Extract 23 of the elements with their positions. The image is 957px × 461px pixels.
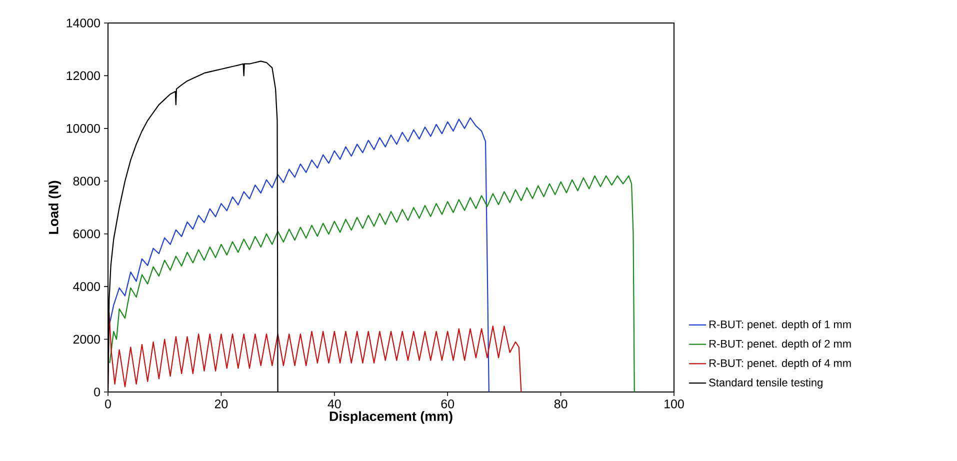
y-axis-title: Load (N) xyxy=(48,180,62,234)
legend-label: R-BUT: penet. depth of 2 mm xyxy=(710,340,851,350)
line-series xyxy=(109,175,635,392)
line-series xyxy=(108,312,522,392)
x-axis-title: Displacement (mm) xyxy=(330,411,452,424)
y-tick-label: 6000 xyxy=(73,229,100,238)
legend-label: R-BUT: penet. depth of 4 mm xyxy=(710,358,851,370)
x-tick-label: 40 xyxy=(328,400,341,408)
x-tick-label: 60 xyxy=(441,400,454,408)
y-tick-label: 14000 xyxy=(66,18,100,28)
legend-label: Standard tensile testing xyxy=(709,378,822,389)
x-tick-label: 20 xyxy=(214,400,228,408)
y-tick-label: 10000 xyxy=(66,124,100,133)
x-tick-label: 0 xyxy=(105,400,111,408)
y-tick-label: 2000 xyxy=(73,334,100,344)
x-tick-label: 100 xyxy=(664,400,684,408)
line-series xyxy=(109,117,490,392)
y-tick-label: 0 xyxy=(94,388,100,396)
legend-label: R-BUT: penet. depth of 1 mm xyxy=(710,320,851,330)
y-tick-label: 4000 xyxy=(73,282,100,291)
y-tick-label: 8000 xyxy=(73,176,100,186)
y-tick-label: 12000 xyxy=(66,71,100,80)
x-tick-label: 80 xyxy=(554,400,568,408)
